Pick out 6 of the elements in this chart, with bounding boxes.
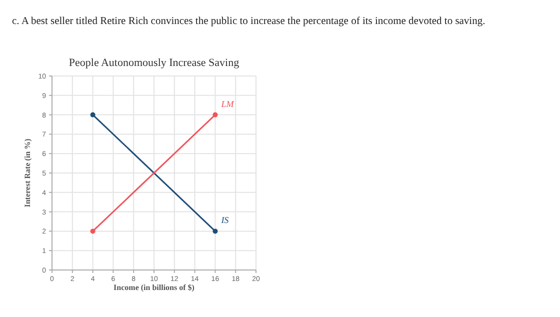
x-axis-title: Income (in billions of $) xyxy=(114,283,195,292)
y-axis-title: Interest Rate (in %) xyxy=(23,138,32,208)
series-label: IS xyxy=(220,215,230,226)
chart-title: People Autonomously Increase Saving xyxy=(68,57,240,69)
text: c. A best seller titled Retire Rich convinces the public to increase the percentage of its income devoted to saving. xyxy=(12,16,486,27)
series-label: LM xyxy=(220,98,234,109)
